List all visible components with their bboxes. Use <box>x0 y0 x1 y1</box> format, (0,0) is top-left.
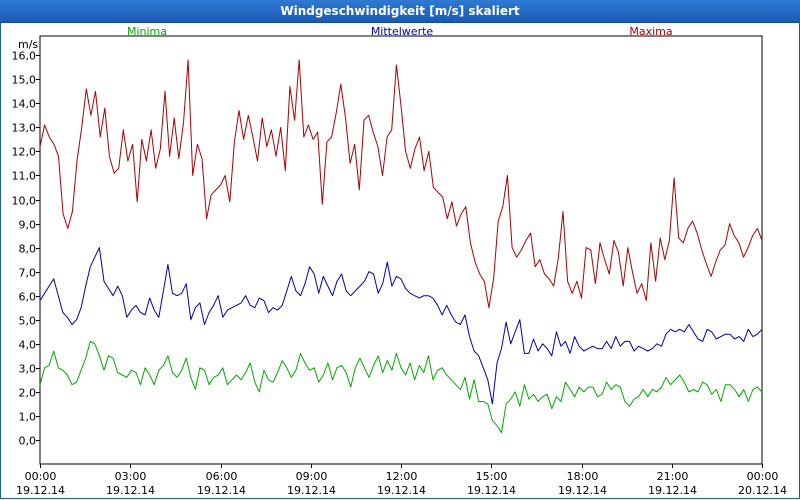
x-tick-date: 19.12.14 <box>558 484 607 497</box>
y-tick-label: 7,0 <box>19 267 37 280</box>
y-tick-label: 10,0 <box>12 195 37 208</box>
x-tick-time: 18:00 <box>567 470 599 483</box>
legend-entry-minima: Minima <box>127 25 167 38</box>
x-tick-date: 19.12.14 <box>377 484 426 497</box>
y-tick-label: 9,0 <box>19 219 37 232</box>
x-tick-date: 19.12.14 <box>16 484 65 497</box>
x-tick-time: 00:00 <box>747 470 779 483</box>
x-tick-time: 15:00 <box>476 470 508 483</box>
series-line-mittelwerte <box>39 247 763 405</box>
x-tick-date: 19.12.14 <box>106 484 155 497</box>
x-tick-time: 03:00 <box>115 470 147 483</box>
y-tick-label: 3,0 <box>19 363 37 376</box>
series-lines <box>39 59 763 434</box>
y-axis-label: m/s <box>18 38 38 51</box>
x-tick-time: 21:00 <box>657 470 689 483</box>
y-tick-label: 2,0 <box>19 387 37 400</box>
x-tick-time: 00:00 <box>25 470 57 483</box>
legend: Minima Mittelwerte Maxima <box>127 25 673 38</box>
x-tick-date: 20.12.14 <box>738 484 787 497</box>
y-tick-label: 4,0 <box>19 339 37 352</box>
y-tick-label: 14,0 <box>12 98 37 111</box>
x-tick-time: 12:00 <box>386 470 418 483</box>
tick-labels: 0,0 1,0 2,0 3,0 4,0 5,0 6,0 7,0 8,0 9,0 10,0 11,0 12… <box>12 38 787 497</box>
legend-entry-mittelwerte: Mittelwerte <box>371 25 434 38</box>
y-tick-label: 12,0 <box>12 146 37 159</box>
window-title: Windgeschwindigkeit [m/s] skaliert <box>0 0 800 23</box>
plot-area <box>39 35 763 465</box>
series-line-maxima <box>39 59 763 309</box>
y-tick-label: 15,0 <box>12 74 37 87</box>
y-tick-label: 11,0 <box>12 170 37 183</box>
y-tick-label: 6,0 <box>19 291 37 304</box>
x-tick-date: 19.12.14 <box>197 484 246 497</box>
axes <box>36 35 763 468</box>
series-line-minima <box>39 340 763 434</box>
y-tick-label: 13,0 <box>12 122 37 135</box>
x-tick-date: 19.12.14 <box>287 484 336 497</box>
x-tick-time: 09:00 <box>296 470 328 483</box>
legend-entry-maxima: Maxima <box>629 25 672 38</box>
y-tick-label: 5,0 <box>19 315 37 328</box>
y-tick-label: 0,0 <box>19 435 37 448</box>
x-tick-date: 19.12.14 <box>648 484 697 497</box>
x-tick-time: 06:00 <box>206 470 238 483</box>
x-tick-date: 19.12.14 <box>467 484 516 497</box>
y-tick-label: 16,0 <box>12 50 37 63</box>
y-tick-label: 1,0 <box>19 411 37 424</box>
y-tick-label: 8,0 <box>19 243 37 256</box>
